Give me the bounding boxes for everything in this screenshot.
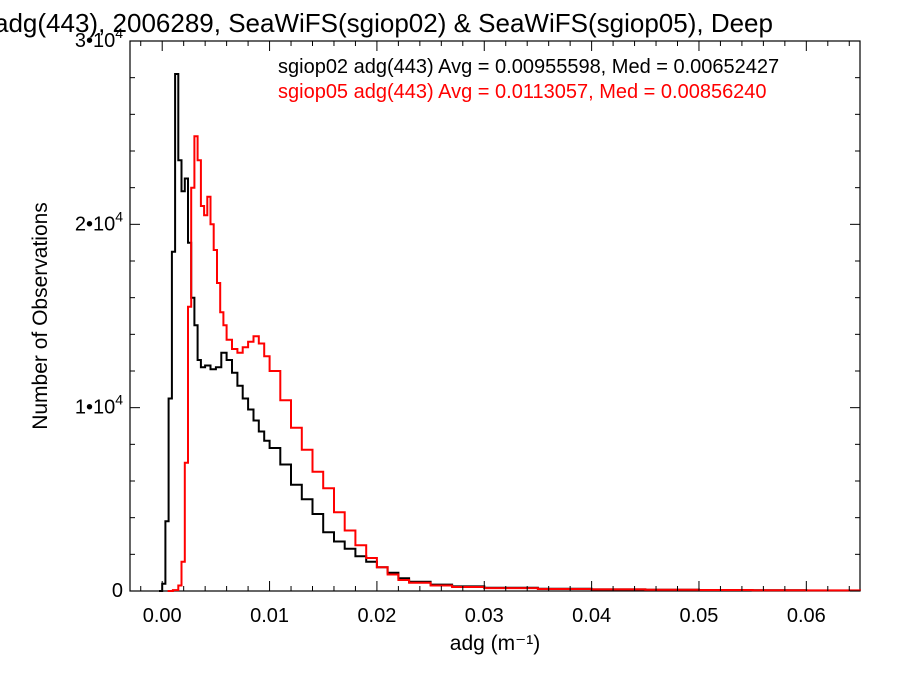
series-line-1 — [167, 135, 861, 592]
x-tick-label: 0.01 — [250, 605, 289, 627]
y-tick-label: 3•104 — [75, 25, 123, 52]
series-layer — [159, 73, 861, 592]
x-axis-ticks: 0.00 0.01 0.02 0.03 0.04 0.05 0.06 — [140, 41, 850, 627]
chart-title: adg(443), 2006289, SeaWiFS(sgiop02) & Se… — [0, 8, 773, 38]
x-tick-label: 0.03 — [465, 605, 504, 627]
y-tick-label: 0 — [112, 580, 123, 602]
x-tick-label: 0.02 — [357, 605, 396, 627]
x-tick-label: 0.05 — [680, 605, 719, 627]
legend-entry-sgiop02: sgiop02 adg(443) Avg = 0.00955598, Med =… — [278, 56, 779, 78]
y-axis-label: Number of Observations — [29, 202, 52, 430]
y-tick-label: 1•104 — [75, 392, 123, 419]
y-axis-ticks: 0 1•104 2•104 3•104 — [75, 25, 860, 602]
series-line-0 — [159, 73, 861, 592]
x-tick-label: 0.04 — [572, 605, 611, 627]
x-axis-label: adg (m⁻¹) — [450, 632, 540, 655]
x-tick-label: 0.06 — [787, 605, 826, 627]
legend-entry-sgiop05: sgiop05 adg(443) Avg = 0.0113057, Med = … — [278, 81, 767, 103]
plot-frame — [129, 40, 861, 592]
x-tick-label: 0.00 — [143, 605, 182, 627]
y-tick-label: 2•104 — [75, 208, 123, 235]
